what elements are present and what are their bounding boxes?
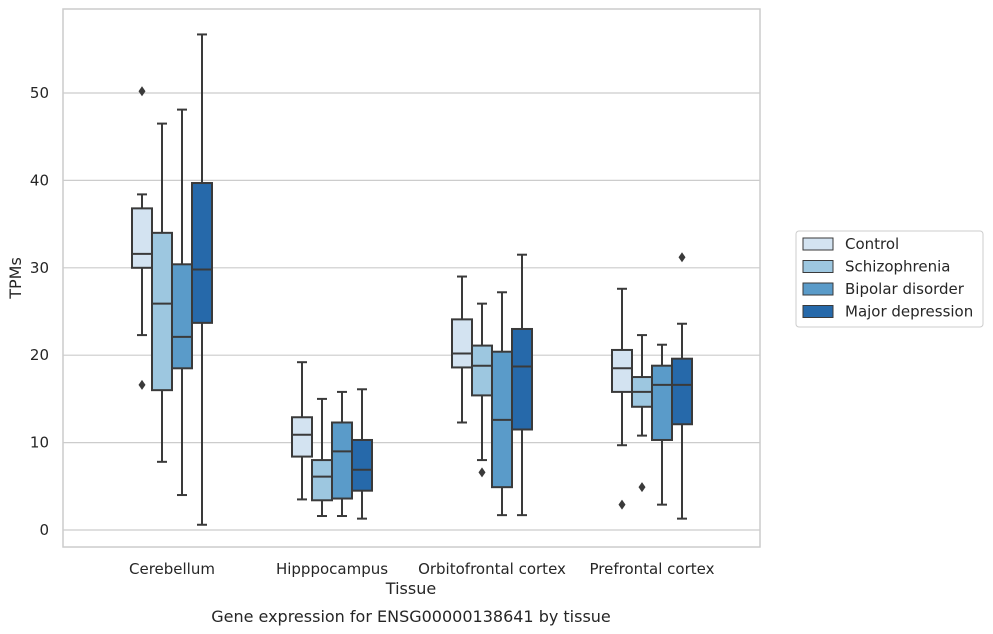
legend-label: Schizophrenia <box>845 258 950 276</box>
plot-area-frame <box>62 8 761 548</box>
box-1-3 <box>631 334 653 493</box>
series-1 <box>151 122 653 518</box>
box-0-1 <box>291 361 313 501</box>
series-2 <box>171 108 673 518</box>
y-tick-label-20: 20 <box>30 346 49 364</box>
box-2-1 <box>331 390 353 518</box>
box-body <box>611 348 633 393</box>
y-tick-label-50: 50 <box>30 84 49 102</box>
outlier-point <box>478 467 486 478</box>
box-body <box>351 438 373 492</box>
box-body <box>671 357 693 426</box>
box-body <box>291 416 313 458</box>
chart-caption: Gene expression for ENSG00000138641 by t… <box>211 607 611 626</box>
box-0-3 <box>611 287 633 510</box>
outlier-point <box>138 86 146 97</box>
box-3-1 <box>351 388 373 520</box>
legend-item-2: Bipolar disorder <box>802 280 965 298</box>
series-3 <box>191 33 693 526</box>
box-2-2 <box>491 291 513 517</box>
legend-swatch <box>802 260 834 273</box>
box-body <box>651 364 673 441</box>
box-2-0 <box>171 108 193 497</box>
box-0-0 <box>131 86 153 390</box>
box-body <box>151 231 173 392</box>
box-body <box>511 327 533 431</box>
legend-swatch <box>802 237 834 251</box>
box-2-3 <box>651 343 673 506</box>
legend-item-3: Major depression <box>802 303 973 321</box>
legend-item-0: Control <box>802 235 899 253</box>
x-axis-label: Tissue <box>385 579 436 598</box>
x-tick-label-2: Orbitofrontal cortex <box>418 560 566 578</box>
box-body <box>191 182 213 324</box>
box-body <box>311 459 333 502</box>
box-1-2 <box>471 302 493 478</box>
legend-swatch <box>802 282 834 296</box>
box-1-1 <box>311 397 333 518</box>
legend: Control Schizophrenia Bipolar disorder Majo… <box>795 230 984 328</box>
box-body <box>331 421 353 500</box>
outlier-point <box>678 252 686 263</box>
box-body <box>471 344 493 397</box>
box-0-2 <box>451 275 473 424</box>
box-1-0 <box>151 122 173 463</box>
box-body <box>451 318 473 369</box>
box-3-3 <box>671 252 693 520</box>
x-tick-labels: Cerebellum Hipppocampus Orbitofrontal cort… <box>129 560 715 578</box>
y-tick-labels: 0 10 20 30 40 50 <box>30 84 49 539</box>
y-tick-label-40: 40 <box>30 171 49 189</box>
outlier-point <box>618 499 626 510</box>
x-tick-label-0: Cerebellum <box>129 560 215 578</box>
x-tick-label-1: Hipppocampus <box>276 560 388 578</box>
y-tick-label-30: 30 <box>30 259 49 277</box>
box-3-0 <box>191 33 213 526</box>
box-3-2 <box>511 253 533 517</box>
outlier-point <box>638 482 646 493</box>
legend-swatch <box>802 305 834 318</box>
legend-label: Bipolar disorder <box>845 280 965 298</box>
legend-frame <box>795 230 984 328</box>
box-body <box>171 263 193 370</box>
y-tick-label-10: 10 <box>30 434 49 452</box>
y-tick-label-0: 0 <box>39 521 49 539</box>
box-series <box>131 33 693 526</box>
legend-label: Major depression <box>845 303 973 321</box>
legend-label: Control <box>845 235 899 253</box>
y-axis-label: TPMs <box>6 257 25 300</box>
box-body <box>131 207 153 269</box>
legend-item-1: Schizophrenia <box>802 258 950 276</box>
outlier-point <box>138 379 146 390</box>
x-tick-label-3: Prefrontal cortex <box>590 560 715 578</box>
